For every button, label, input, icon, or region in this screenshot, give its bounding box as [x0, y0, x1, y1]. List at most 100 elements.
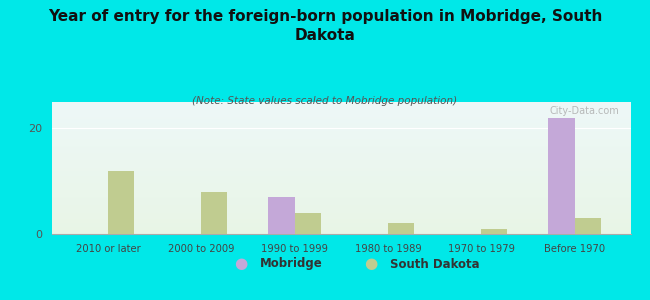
Bar [52, 180, 630, 181]
Bar [52, 197, 630, 198]
Bar [52, 210, 630, 211]
Bar [52, 159, 630, 160]
Bar [52, 111, 630, 112]
Bar [52, 212, 630, 213]
Bar [52, 152, 630, 154]
Text: South Dakota: South Dakota [390, 257, 480, 271]
Bar [575, 218, 601, 234]
Bar [52, 112, 630, 114]
Text: ●: ● [234, 256, 247, 272]
Bar [52, 114, 630, 115]
Bar [52, 214, 630, 215]
Bar [52, 134, 630, 135]
Text: City-Data.com: City-Data.com [549, 106, 619, 116]
Bar [52, 205, 630, 206]
Bar [52, 193, 630, 194]
Bar [52, 138, 630, 139]
Bar [52, 160, 630, 161]
Bar [52, 115, 630, 116]
Bar [388, 224, 414, 234]
Bar [52, 224, 630, 225]
Bar [52, 221, 630, 222]
Bar [52, 233, 630, 234]
Bar [52, 227, 630, 229]
Bar [52, 204, 630, 205]
Bar [52, 103, 630, 105]
Bar [52, 122, 630, 123]
Bar [52, 230, 630, 231]
Bar [52, 226, 630, 227]
Bar [52, 136, 630, 138]
Bar [52, 158, 630, 159]
Bar [52, 208, 630, 209]
Bar [52, 165, 630, 167]
Bar [52, 184, 630, 185]
Bar [52, 172, 630, 173]
Bar [52, 198, 630, 200]
Bar [481, 229, 508, 234]
Bar [52, 119, 630, 121]
Bar [52, 178, 630, 180]
Bar [52, 220, 630, 221]
Bar [52, 140, 630, 142]
Bar [52, 102, 630, 103]
Text: Year of entry for the foreign-born population in Mobridge, South
Dakota: Year of entry for the foreign-born popul… [48, 9, 602, 43]
Bar [52, 131, 630, 132]
Bar [52, 168, 630, 169]
Bar [52, 132, 630, 134]
Bar [52, 128, 630, 130]
Bar [52, 105, 630, 106]
Bar [52, 176, 630, 177]
Bar [52, 121, 630, 122]
Bar [52, 196, 630, 197]
Bar [52, 147, 630, 148]
Bar [52, 169, 630, 171]
Bar [52, 222, 630, 224]
Bar [52, 116, 630, 118]
Bar [52, 142, 630, 143]
Bar [52, 130, 630, 131]
Text: Mobridge: Mobridge [260, 257, 323, 271]
Bar [52, 107, 630, 109]
Bar [52, 189, 630, 190]
Bar [52, 213, 630, 214]
Bar [52, 200, 630, 201]
Bar [52, 218, 630, 220]
Bar [52, 182, 630, 184]
Bar [549, 118, 575, 234]
Text: (Note: State values scaled to Mobridge population): (Note: State values scaled to Mobridge p… [192, 96, 458, 106]
Bar [52, 206, 630, 208]
Bar [108, 171, 134, 234]
Bar [52, 192, 630, 193]
Bar [52, 163, 630, 164]
Bar [52, 190, 630, 192]
Bar [52, 181, 630, 182]
Bar [52, 161, 630, 163]
Bar [52, 187, 630, 188]
Bar [52, 177, 630, 178]
Bar [52, 231, 630, 233]
Text: ●: ● [364, 256, 377, 272]
Bar [52, 229, 630, 230]
Bar [52, 110, 630, 111]
Bar [52, 188, 630, 189]
Bar [52, 202, 630, 204]
Bar [52, 164, 630, 165]
Bar [52, 109, 630, 110]
Bar [52, 225, 630, 226]
Bar [52, 139, 630, 140]
Bar [294, 213, 320, 234]
Bar [52, 171, 630, 172]
Bar [52, 167, 630, 168]
Bar [52, 175, 630, 176]
Bar [52, 201, 630, 202]
Bar [268, 197, 294, 234]
Bar [52, 151, 630, 152]
Bar [52, 217, 630, 218]
Bar [52, 154, 630, 155]
Bar [52, 118, 630, 119]
Bar [52, 143, 630, 144]
Bar [52, 144, 630, 145]
Bar [52, 194, 630, 196]
Bar [202, 192, 228, 234]
